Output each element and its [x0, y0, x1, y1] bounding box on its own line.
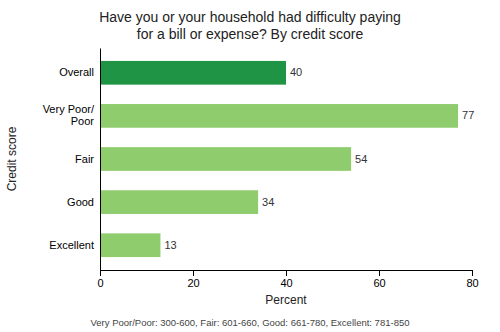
text-line: Fair [75, 153, 94, 165]
x-tick-label: 60 [373, 277, 385, 289]
y-tick-label: Overall [59, 66, 94, 78]
x-tick-mark [100, 270, 101, 276]
x-tick: 80 [466, 270, 478, 289]
x-tick: 60 [373, 270, 385, 289]
data-labels: 40 77 54 34 13 [164, 66, 474, 250]
title-line: Have you or your household had difficult… [99, 9, 401, 25]
y-tick: Good [67, 196, 94, 208]
x-tick: 20 [187, 270, 199, 289]
y-axis-title: Credit score [5, 126, 19, 191]
y-tick: Overall [59, 66, 94, 78]
footnote: Very Poor/Poor: 300-600, Fair: 601-660, … [91, 317, 410, 328]
bar [100, 233, 160, 257]
y-axis: Overall Very Poor/Poor Fair Good Excellent [43, 49, 101, 271]
data-label: 13 [164, 239, 176, 251]
text-line: Very Poor/ [43, 103, 95, 115]
bars [100, 61, 458, 257]
data-label: 77 [462, 109, 474, 121]
data-label: 34 [262, 196, 274, 208]
y-tick: Excellent [49, 239, 94, 251]
y-tick-label: Excellent [49, 239, 94, 251]
x-tick-label: 40 [280, 277, 292, 289]
y-tick-label: Very Poor/Poor [43, 103, 95, 127]
y-tick-label: Good [67, 196, 94, 208]
data-label: 54 [355, 153, 367, 165]
x-axis-title: Percent [265, 293, 307, 307]
x-tick-mark [472, 270, 473, 276]
x-tick: 40 [280, 270, 292, 289]
y-tick: Very Poor/Poor [43, 103, 95, 127]
x-tick-label: 0 [97, 277, 103, 289]
title: Have you or your household had difficult… [99, 9, 401, 42]
text-line: Good [67, 196, 94, 208]
y-tick-label: Fair [75, 153, 94, 165]
x-tick-mark [379, 270, 380, 276]
y-tick: Fair [75, 153, 94, 165]
title-line: for a bill or expense? By credit score [137, 26, 364, 42]
x-tick-label: 20 [187, 277, 199, 289]
bar [100, 190, 258, 214]
text-line: Excellent [49, 239, 94, 251]
x-tick-label: 80 [466, 277, 478, 289]
text-line: Poor [71, 115, 95, 127]
y-axis-line [100, 49, 101, 271]
bar [100, 147, 351, 171]
text-line: Overall [59, 66, 94, 78]
plot: 0 20 40 60 80 Overall Very Poor/Poor Fair Good Ex… [43, 49, 479, 289]
chart: Have you or your household had difficult… [0, 0, 500, 332]
x-axis: 0 20 40 60 80 [97, 270, 478, 289]
data-label: 40 [290, 66, 302, 78]
x-tick-mark [193, 270, 194, 276]
bar [100, 104, 458, 128]
x-tick-mark [286, 270, 287, 276]
bar [100, 61, 286, 85]
x-tick: 0 [97, 270, 103, 289]
